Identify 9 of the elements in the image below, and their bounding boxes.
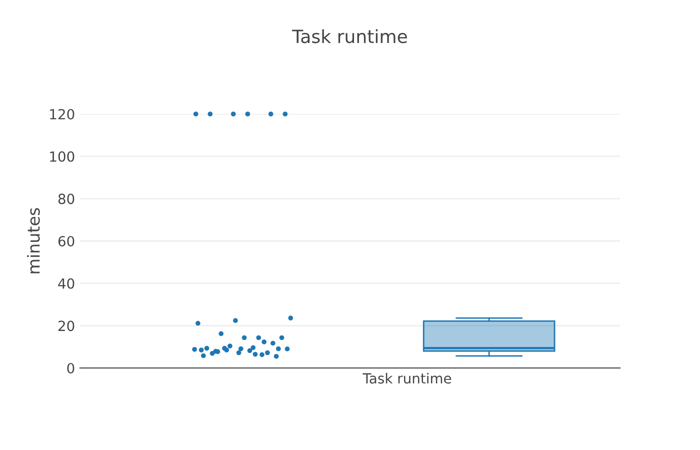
y-tick-label: 20 bbox=[58, 320, 74, 332]
y-tick-label: 80 bbox=[58, 194, 74, 204]
y-tick-label: 0 bbox=[67, 362, 74, 374]
y-tick-label: 40 bbox=[58, 278, 74, 289]
y-tick-label: 100 bbox=[50, 151, 74, 162]
chart-title: Task runtime bbox=[292, 29, 407, 44]
y-tick-label: 60 bbox=[58, 236, 74, 246]
y-tick-label: 120 bbox=[50, 108, 74, 120]
y-axis-title: minutes bbox=[26, 208, 40, 274]
